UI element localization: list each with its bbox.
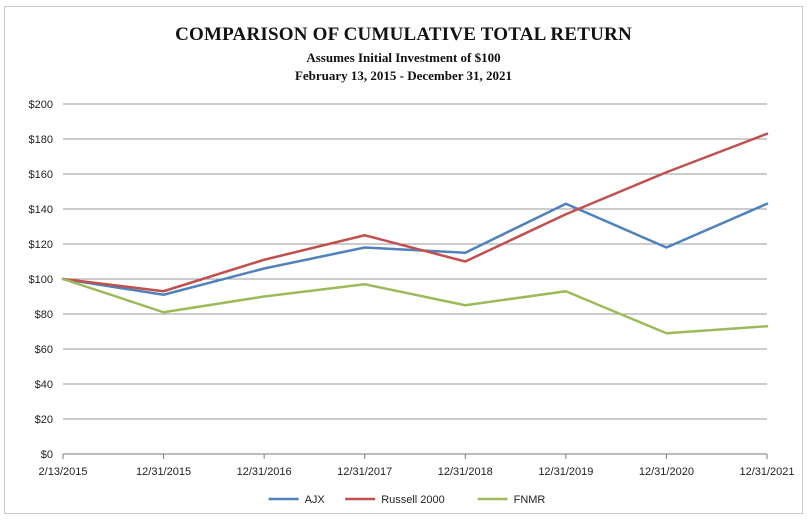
y-tick-label: $80 <box>35 309 53 321</box>
series-line-ajx <box>61 202 769 296</box>
legend-label: AJX <box>305 494 326 506</box>
y-tick-label: $60 <box>35 344 53 356</box>
y-tick-label: $180 <box>29 134 53 146</box>
x-tick-label: 12/31/2020 <box>639 466 694 478</box>
y-tick-label: $40 <box>35 379 53 391</box>
series-line-fnmr <box>61 277 769 335</box>
y-tick-label: $20 <box>35 414 53 426</box>
x-tick-label: 2/13/2015 <box>39 466 88 478</box>
y-tick-label: $120 <box>29 239 53 251</box>
chart-subtitle: Assumes Initial Investment of $100 <box>306 50 501 65</box>
y-tick-label: $200 <box>29 99 53 111</box>
y-tick-label: $0 <box>41 449 53 461</box>
chart-frame <box>4 6 803 514</box>
x-tick-label: 12/31/2015 <box>136 466 191 478</box>
y-tick-label: $100 <box>29 274 53 286</box>
x-tick-label: 12/31/2019 <box>538 466 593 478</box>
legend-label: FNMR <box>514 494 546 506</box>
y-tick-label: $160 <box>29 169 53 181</box>
x-tick-label: 12/31/2021 <box>739 466 794 478</box>
y-tick-label: $140 <box>29 204 53 216</box>
series-line-russell-2000 <box>61 132 769 293</box>
x-tick-label: 12/31/2017 <box>337 466 392 478</box>
legend-label: Russell 2000 <box>381 494 445 506</box>
x-tick-label: 12/31/2016 <box>237 466 292 478</box>
x-tick-label: 12/31/2018 <box>438 466 493 478</box>
chart-date-range: February 13, 2015 - December 31, 2021 <box>294 68 513 83</box>
chart-title: COMPARISON OF CUMULATIVE TOTAL RETURN <box>175 24 632 45</box>
